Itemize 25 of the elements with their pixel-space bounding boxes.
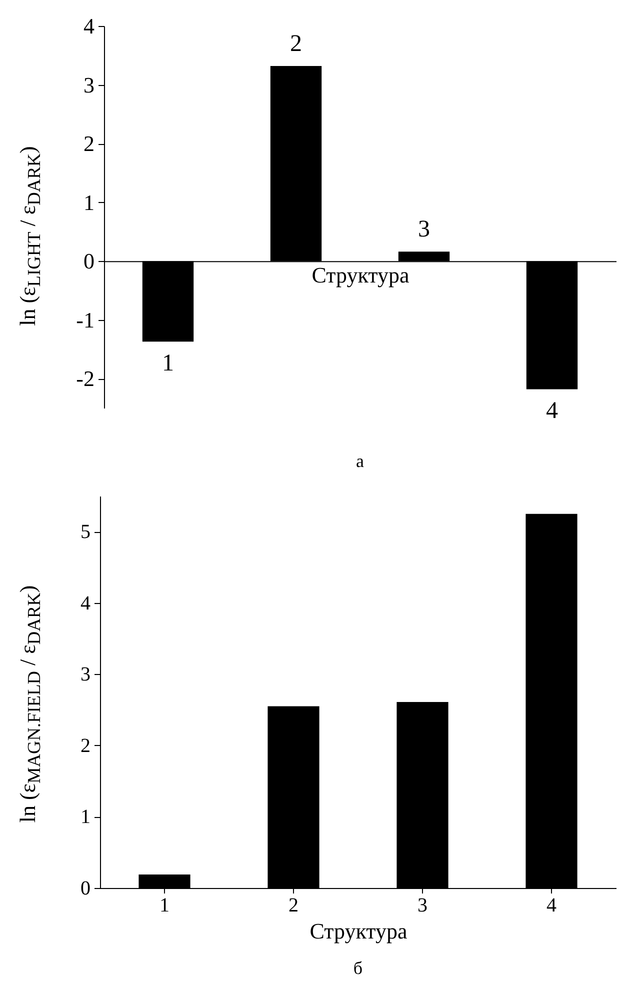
x-tick-label: 3 <box>418 894 428 916</box>
y-tick-label: 4 <box>80 592 90 614</box>
category-label: 3 <box>418 216 430 243</box>
text: б <box>353 958 363 978</box>
category-label: 2 <box>290 30 302 57</box>
y-tick-label: -2 <box>76 366 94 392</box>
y-tick-label: -1 <box>76 307 94 332</box>
y-tick-label: 3 <box>80 664 90 686</box>
category-label: 4 <box>546 398 558 424</box>
y-tick-label: 3 <box>84 72 94 98</box>
y-tick-label: 1 <box>80 806 90 828</box>
x-axis-title: Структура <box>310 918 408 944</box>
x-tick-label: 4 <box>546 894 556 916</box>
y-tick-label: 2 <box>80 734 90 757</box>
y-tick-label: 4 <box>84 14 94 38</box>
y-tick-label: 0 <box>80 878 90 900</box>
y-tick-label: 0 <box>84 248 94 274</box>
x-tick-label: 2 <box>288 894 298 916</box>
text: а <box>356 451 364 472</box>
x-tick-label: 1 <box>160 894 170 916</box>
category-label: 1 <box>162 350 174 377</box>
y-tick-label: 2 <box>84 131 94 156</box>
x-axis-title: Структура <box>312 262 410 288</box>
y-tick-label: 1 <box>84 190 94 215</box>
y-tick-label: 5 <box>80 521 90 544</box>
